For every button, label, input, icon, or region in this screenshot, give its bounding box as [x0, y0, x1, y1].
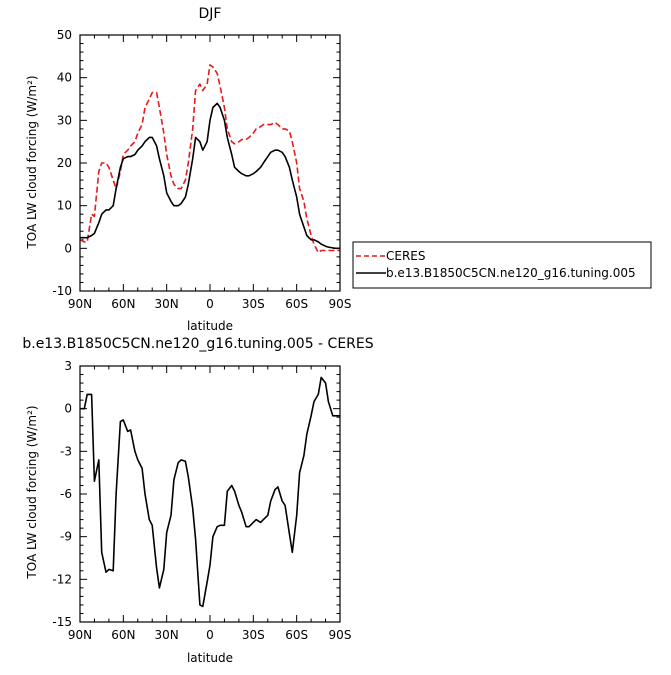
top-x-axis-label: latitude	[187, 319, 233, 333]
top-series-line-b-e13-b1850c5cn-ne120-g16-tuning-005	[80, 102, 340, 250]
top-y-tick-label: 0	[64, 241, 72, 255]
bottom-x-tick-label: 30S	[242, 628, 265, 642]
bottom-x-tick-label: 60N	[111, 628, 135, 642]
top-x-tick-label: 60N	[111, 297, 135, 311]
bottom-x-tick-label: 0	[206, 628, 214, 642]
bottom-series-line-0	[80, 376, 340, 608]
top-y-tick-label: -10	[52, 284, 72, 298]
bottom-y-tick-label: 3	[64, 359, 72, 373]
top-ticks	[79, 34, 341, 292]
legend-box	[352, 241, 652, 289]
bottom-y-tick-label: -15	[52, 615, 72, 629]
bottom-y-tick-label: -6	[60, 487, 72, 501]
bottom-y-tick-label: -12	[52, 572, 72, 586]
top-x-tick-label: 0	[206, 297, 214, 311]
top-y-tick-label: 50	[57, 28, 72, 42]
bottom-x-tick-label: 90N	[68, 628, 92, 642]
bottom-y-tick-label: -3	[60, 444, 72, 458]
top-y-tick-label: 40	[57, 71, 72, 85]
top-x-tick-label: 30S	[242, 297, 265, 311]
bottom-ticks	[79, 365, 341, 623]
top-y-tick-labels: -10 0 10 20 30 40 50	[52, 28, 72, 298]
top-x-tick-label: 90S	[329, 297, 352, 311]
bottom-y-tick-label: 0	[64, 402, 72, 416]
top-plot-frame	[79, 34, 341, 292]
bottom-panel-title: b.e13.B1850C5CN.ne120_g16.tuning.005 - C…	[22, 336, 373, 352]
top-series-line-ceres	[79, 64, 340, 254]
top-y-tick-label: 30	[57, 113, 72, 127]
top-y-axis-label: TOA LW cloud forcing (W/m²)	[25, 75, 39, 249]
bottom-x-axis-label: latitude	[187, 651, 233, 665]
top-y-tick-label: 10	[57, 199, 72, 213]
legend-label-model: b.e13.B1850C5CN.ne120_g16.tuning.005	[386, 266, 636, 280]
legend: CERES b.e13.B1850C5CN.ne120_g16.tuning.0…	[352, 241, 652, 289]
bottom-plot-frame	[79, 365, 341, 623]
bottom-x-tick-label: 30N	[155, 628, 179, 642]
top-y-tick-label: 20	[57, 156, 72, 170]
top-panel-title: DJF	[199, 6, 222, 22]
bottom-x-tick-labels: 90N 60N 30N 0 30S 60S 90S	[68, 628, 352, 642]
top-x-tick-label: 60S	[285, 297, 308, 311]
bottom-y-tick-label: -9	[60, 530, 72, 544]
top-x-tick-label: 30N	[155, 297, 179, 311]
bottom-x-tick-label: 60S	[285, 628, 308, 642]
bottom-y-axis-label: TOA LW cloud forcing (W/m²)	[25, 405, 39, 579]
bottom-series-lines	[80, 376, 340, 608]
bottom-x-tick-label: 90S	[329, 628, 352, 642]
top-x-tick-label: 90N	[68, 297, 92, 311]
top-x-tick-labels: 90N 60N 30N 0 30S 60S 90S	[68, 297, 352, 311]
bottom-y-tick-labels: -15 -12 -9 -6 -3 0 3	[52, 359, 72, 629]
top-series-lines	[79, 64, 340, 254]
legend-label-ceres: CERES	[386, 249, 426, 263]
